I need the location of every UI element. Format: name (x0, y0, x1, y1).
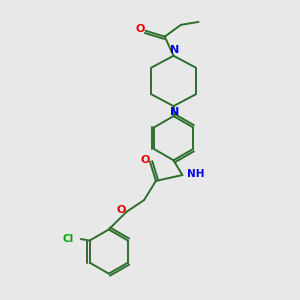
Text: N: N (169, 45, 179, 55)
Text: N: N (169, 107, 179, 117)
Text: Cl: Cl (62, 234, 74, 244)
Text: NH: NH (187, 169, 204, 178)
Text: O: O (140, 155, 149, 165)
Text: O: O (116, 206, 126, 215)
Text: O: O (136, 24, 145, 34)
